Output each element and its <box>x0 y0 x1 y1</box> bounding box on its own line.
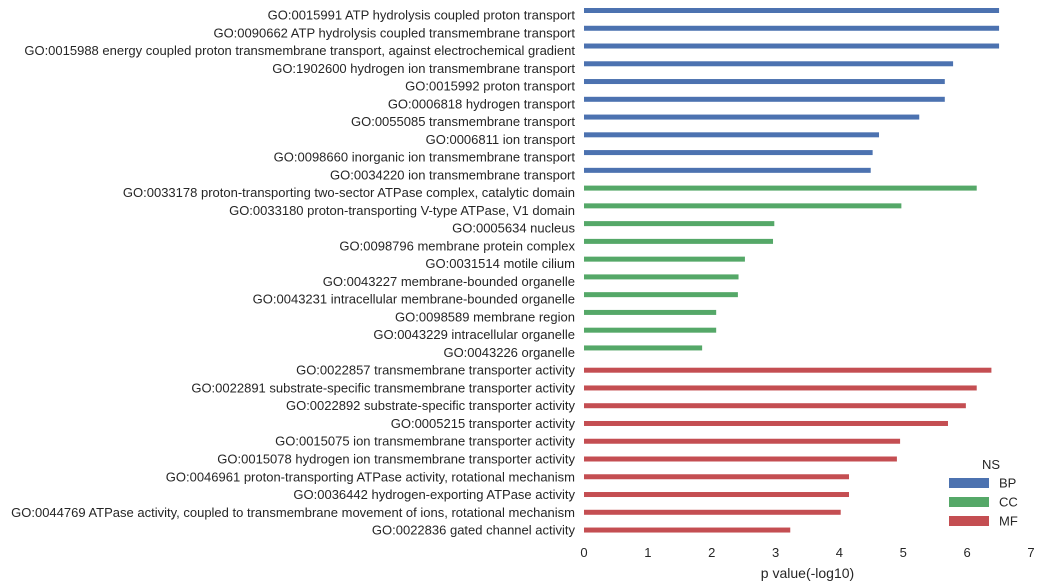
bar-mf <box>584 403 966 409</box>
bar-mf <box>584 438 901 444</box>
category-label: GO:0098660 inorganic ion transmembrane t… <box>274 150 576 165</box>
bar-cc <box>584 345 703 351</box>
bar-bp <box>584 43 1000 49</box>
category-label: GO:0044769 ATPase activity, coupled to t… <box>11 505 575 520</box>
category-label: GO:0015992 proton transport <box>405 79 575 94</box>
bar-cc <box>584 238 774 244</box>
bar-mf <box>584 420 948 426</box>
x-tick-label: 6 <box>964 545 971 560</box>
category-label: GO:0043227 membrane-bounded organelle <box>323 274 575 289</box>
bar-mf <box>584 492 850 498</box>
category-label: GO:0090662 ATP hydrolysis coupled transm… <box>213 25 575 40</box>
x-axis-title: p value(-log10) <box>761 565 854 581</box>
category-label: GO:0033178 proton-transporting two-secto… <box>123 185 575 200</box>
bar-mf <box>584 367 992 373</box>
category-label: GO:0098796 membrane protein complex <box>339 238 575 253</box>
category-label: GO:0043226 organelle <box>443 345 575 360</box>
category-label: GO:0043229 intracellular organelle <box>373 327 575 342</box>
category-label: GO:0005634 nucleus <box>452 221 575 236</box>
bar-cc <box>584 256 745 262</box>
x-tick-label: 0 <box>580 545 587 560</box>
bar-cc <box>584 327 717 333</box>
bar-bp <box>584 132 880 138</box>
bar-cc <box>584 274 739 280</box>
legend-swatch-bp <box>949 478 989 488</box>
bar-bp <box>584 114 920 120</box>
bar-bp <box>584 167 871 173</box>
bar-cc <box>584 221 775 227</box>
category-label: GO:0098589 membrane region <box>395 309 575 324</box>
category-label: GO:0022891 substrate-specific transmembr… <box>191 380 575 395</box>
legend-label-cc: CC <box>999 495 1018 510</box>
legend-title: NS <box>982 457 1000 472</box>
bar-cc <box>584 185 977 191</box>
bar-bp <box>584 61 954 67</box>
bar-bp <box>584 8 1000 13</box>
category-label: GO:0046961 proton-transporting ATPase ac… <box>166 469 575 484</box>
category-label: GO:0015075 ion transmembrane transporter… <box>275 434 575 449</box>
category-label: GO:0015078 hydrogen ion transmembrane tr… <box>217 452 575 467</box>
category-label: GO:0033180 proton-transporting V-type AT… <box>229 203 575 218</box>
legend-swatch-cc <box>949 497 989 507</box>
x-tick-label: 4 <box>836 545 843 560</box>
bar-mf <box>584 456 897 462</box>
x-tick-label: 2 <box>708 545 715 560</box>
bar-bp <box>584 96 945 102</box>
category-label: GO:0031514 motile cilium <box>425 256 575 271</box>
x-axis-ticks: 0 1 2 3 4 5 6 7 <box>580 545 1034 560</box>
x-tick-label: 1 <box>644 545 651 560</box>
category-label: GO:0043231 intracellular membrane-bounde… <box>253 292 575 307</box>
category-label: GO:0006818 hydrogen transport <box>388 96 576 111</box>
legend-label-mf: MF <box>999 514 1018 529</box>
bar-mf <box>584 509 841 515</box>
bar-cc <box>584 309 717 315</box>
category-labels: GO:0015991 ATP hydrolysis coupled proton… <box>11 8 575 538</box>
bar-mf <box>584 474 850 480</box>
category-label: GO:0036442 hydrogen-exporting ATPase act… <box>293 487 575 502</box>
category-label: GO:0034220 ion transmembrane transport <box>330 167 575 182</box>
category-label: GO:0055085 transmembrane transport <box>351 114 575 129</box>
bar-bp <box>584 150 873 156</box>
x-tick-label: 3 <box>772 545 779 560</box>
category-label: GO:0015991 ATP hydrolysis coupled proton… <box>268 8 576 23</box>
bar-mf <box>584 527 791 533</box>
bar-cc <box>584 292 738 298</box>
bar-mf <box>584 385 977 391</box>
category-label: GO:0022836 gated channel activity <box>372 523 576 538</box>
x-tick-label: 5 <box>900 545 907 560</box>
category-label: GO:0006811 ion transport <box>426 132 576 147</box>
category-label: GO:1902600 hydrogen ion transmembrane tr… <box>272 61 575 76</box>
bar-cc <box>584 203 902 209</box>
legend: NS BP CC MF <box>949 457 1018 529</box>
category-label: GO:0015988 energy coupled proton transme… <box>24 43 575 58</box>
bar-bp <box>584 25 1000 31</box>
category-label: GO:0022892 substrate-specific transporte… <box>286 398 576 413</box>
bars-layer <box>584 8 1000 533</box>
x-tick-label: 7 <box>1027 545 1034 560</box>
bar-bp <box>584 79 945 85</box>
legend-swatch-mf <box>949 516 989 526</box>
category-label: GO:0005215 transporter activity <box>391 416 576 431</box>
legend-label-bp: BP <box>999 476 1016 491</box>
category-label: GO:0022857 transmembrane transporter act… <box>296 363 575 378</box>
